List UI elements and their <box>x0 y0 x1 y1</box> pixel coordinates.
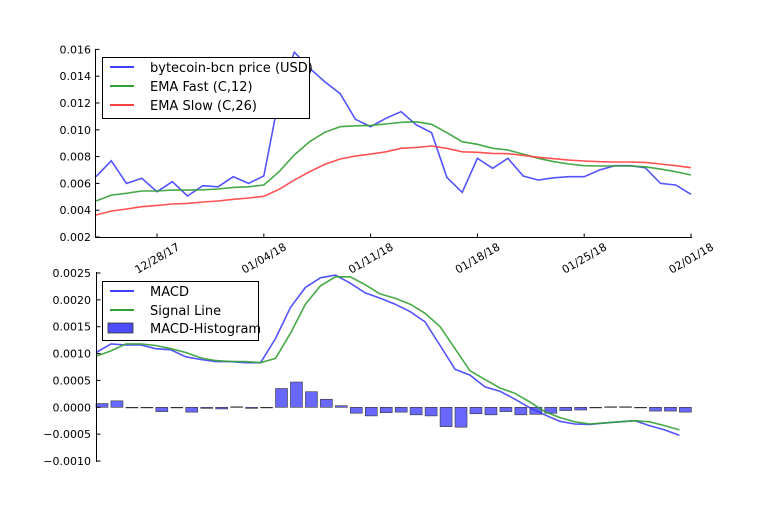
histogram-bar <box>410 407 422 415</box>
y-tick-label: 0.010 <box>60 124 92 137</box>
y-tick-label: 0.0010 <box>53 348 92 361</box>
y-tick-label: 0.0000 <box>53 401 92 414</box>
x-tick-label: 01/25/18 <box>560 240 609 276</box>
legend-label-histogram: MACD-Histogram <box>150 322 261 337</box>
histogram-bar <box>679 407 691 412</box>
y-tick-label: −0.0005 <box>43 428 91 441</box>
histogram-bar <box>141 407 153 408</box>
histogram-bar <box>605 407 617 408</box>
histogram-bar <box>590 407 602 408</box>
histogram-bar <box>560 407 572 410</box>
y-tick-label: 0.0005 <box>53 374 92 387</box>
histogram-bar <box>156 407 168 411</box>
y-tick-label: 0.0025 <box>53 267 92 280</box>
histogram-bar <box>395 407 407 412</box>
x-tick-label: 01/18/18 <box>453 240 502 276</box>
legend-label-signal: Signal Line <box>150 304 221 319</box>
histogram-bar <box>201 407 213 408</box>
macd-legend: MACD Signal Line MACD-Histogram <box>103 282 262 341</box>
histogram-bar <box>365 407 377 416</box>
histogram-bar <box>620 407 632 408</box>
x-tick-label: 01/04/18 <box>239 240 288 276</box>
histogram-bar <box>500 407 512 411</box>
legend-label-ema-fast: EMA Fast (C,12) <box>150 80 253 95</box>
histogram-bar <box>231 407 243 408</box>
histogram-bar <box>290 382 302 407</box>
x-tick-label: 01/11/18 <box>346 240 395 276</box>
histogram-bar <box>126 407 138 408</box>
histogram-bar <box>335 406 347 408</box>
y-tick-label: −0.0010 <box>43 455 91 468</box>
legend-swatch-histogram <box>108 323 133 333</box>
histogram-bar <box>350 407 362 413</box>
histogram-bar <box>515 407 527 415</box>
histogram-bar <box>96 404 108 408</box>
y-tick-label: 0.012 <box>60 97 92 110</box>
x-tick-label: 02/01/18 <box>667 240 716 276</box>
histogram-bar <box>276 388 288 407</box>
histogram-bar <box>575 407 587 410</box>
histogram-bar <box>216 407 228 409</box>
histogram-bar <box>111 401 123 407</box>
histogram-bar <box>470 407 482 413</box>
histogram-bar <box>455 407 467 427</box>
y-tick-label: 0.004 <box>60 204 92 217</box>
histogram-bar <box>261 407 273 408</box>
histogram-bar <box>320 399 332 407</box>
histogram-bar <box>485 407 497 415</box>
histogram-bar <box>380 407 392 412</box>
y-tick-label: 0.0020 <box>53 294 92 307</box>
y-tick-label: 0.0015 <box>53 321 92 334</box>
histogram-bar <box>635 407 647 408</box>
histogram-bar <box>171 407 183 408</box>
legend-label-macd: MACD <box>150 285 189 300</box>
series-line-2 <box>96 146 691 215</box>
histogram-bar <box>440 407 452 426</box>
y-tick-label: 0.016 <box>60 43 92 56</box>
histogram-bar <box>425 407 437 416</box>
histogram-bar <box>186 407 198 412</box>
legend-label-ema-slow: EMA Slow (C,26) <box>150 99 257 114</box>
y-tick-label: 0.002 <box>60 231 92 244</box>
y-tick-label: 0.008 <box>60 151 92 164</box>
histogram-bar <box>664 407 676 411</box>
y-tick-label: 0.006 <box>60 177 92 190</box>
x-tick-label: 12/28/17 <box>133 240 182 276</box>
price-legend: bytecoin-bcn price (USD) EMA Fast (C,12)… <box>103 58 313 119</box>
y-tick-label: 0.014 <box>60 70 92 83</box>
histogram-bar <box>650 407 662 411</box>
histogram-bar <box>305 392 317 408</box>
legend-label-price: bytecoin-bcn price (USD) <box>150 61 313 76</box>
histogram-bar <box>246 407 258 408</box>
